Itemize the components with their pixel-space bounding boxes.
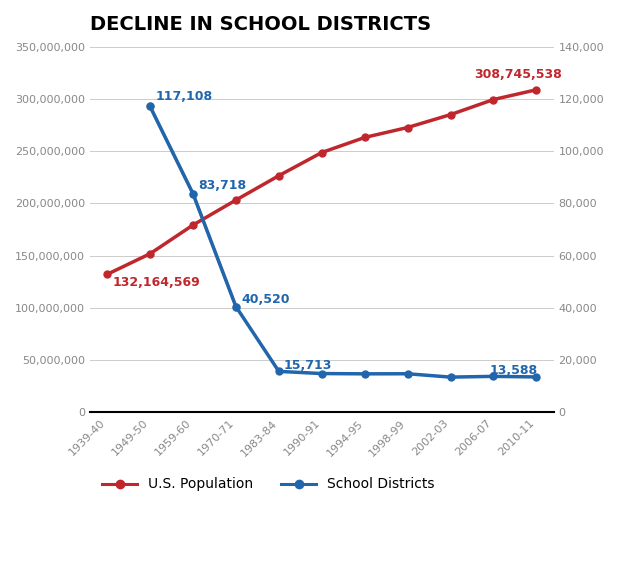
Text: 15,713: 15,713 xyxy=(284,358,332,372)
Text: 308,745,538: 308,745,538 xyxy=(474,68,562,81)
Text: 132,164,569: 132,164,569 xyxy=(112,276,200,289)
Text: 40,520: 40,520 xyxy=(241,292,290,306)
Text: 13,588: 13,588 xyxy=(489,364,537,377)
Legend: U.S. Population, School Districts: U.S. Population, School Districts xyxy=(97,472,440,497)
Text: DECLINE IN SCHOOL DISTRICTS: DECLINE IN SCHOOL DISTRICTS xyxy=(90,15,431,34)
Text: 83,718: 83,718 xyxy=(198,179,246,192)
Text: 117,108: 117,108 xyxy=(155,90,212,103)
